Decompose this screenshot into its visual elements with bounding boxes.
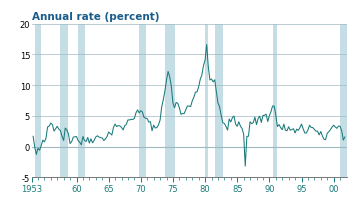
Bar [215,24,223,177]
Bar [61,24,69,177]
Bar [205,24,208,177]
Text: Annual rate (percent): Annual rate (percent) [32,12,159,22]
Bar [273,24,278,177]
Bar [78,24,85,177]
Bar [139,24,146,177]
Bar [340,24,346,177]
Bar [35,24,41,177]
Bar [165,24,175,177]
